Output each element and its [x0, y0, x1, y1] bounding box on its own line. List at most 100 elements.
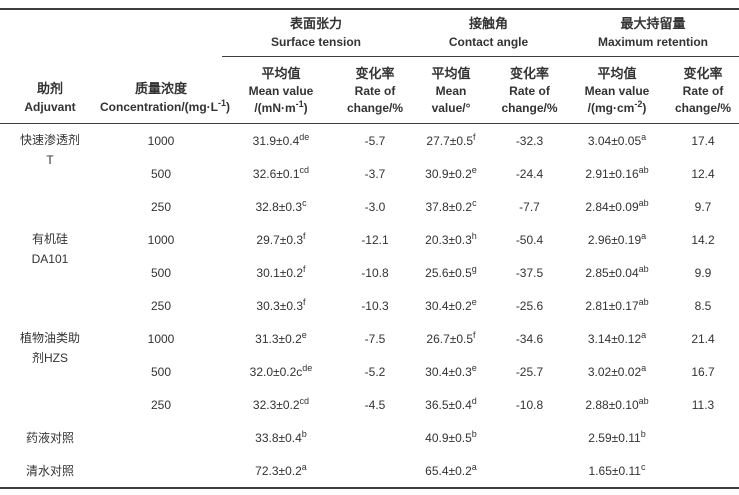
- surface-tension-mean-cell: 32.8±0.3c: [255, 197, 307, 214]
- contact-angle-mean-cell: 36.5±0.4d: [425, 395, 477, 412]
- contact-angle-rate-cell: [492, 454, 567, 488]
- surface-tension-rate-cell: -3.7: [364, 166, 386, 181]
- control-label-cell: 药液对照: [25, 431, 74, 445]
- significance-letter: d: [471, 395, 477, 406]
- table-body: 快速渗透剂 T 1000 31.9±0.4de -5.7 27.7±0.5f -32.3 3.…: [0, 124, 739, 489]
- table-row: 500 32.6±0.1cd -3.7 30.9±0.2e -24.4 2.91±0.16…: [0, 157, 739, 190]
- contact-angle-mean-cell: 27.7±0.5f: [426, 131, 476, 148]
- header-adjuvant-zh: 助剂: [36, 81, 63, 96]
- significance-letter: b: [301, 428, 307, 439]
- significance-letter: a: [641, 362, 647, 373]
- surface-tension-rate-cell: [340, 454, 410, 488]
- surface-tension-rate-cell: -5.2: [364, 364, 386, 379]
- max-retention-mean-cell: 2.96±0.19a: [587, 230, 647, 247]
- max-retention-rate-cell: [667, 454, 739, 488]
- concentration-cell: 1000: [147, 133, 175, 148]
- table-row-control: 清水对照 72.3±0.2a 65.4±0.2a 1.65±0.11c: [0, 454, 739, 488]
- surface-tension-mean-cell: 31.9±0.4de: [252, 131, 310, 148]
- header-group-contact-angle: 接触角 Contact angle: [410, 9, 567, 57]
- significance-letter: e: [471, 296, 477, 307]
- significance-letter: ab: [638, 395, 649, 406]
- surface-tension-rate-cell: -12.1: [361, 232, 389, 247]
- max-retention-rate-cell: 11.3: [691, 397, 715, 412]
- max-retention-mean-cell: 2.81±0.17ab: [585, 296, 649, 313]
- header-concentration: 质量浓度 Concentration/(mg·L-1): [100, 9, 231, 124]
- significance-letter: cd: [299, 395, 310, 406]
- significance-letter: ab: [638, 263, 649, 274]
- significance-letter: b: [640, 428, 646, 439]
- concentration-cell: 1000: [147, 232, 175, 247]
- contact-angle-rate-cell: -34.6: [515, 331, 544, 346]
- significance-letter: cd: [299, 164, 310, 175]
- header-sub-mr-mean: 平均值 Mean value /(mg·cm-2): [567, 56, 667, 124]
- control-label-cell: 清水对照: [25, 464, 74, 478]
- contact-angle-mean-cell: 30.4±0.3e: [425, 362, 477, 379]
- adjuvant-properties-table: 助剂 Adjuvant 质量浓度 Concentration/(mg·L-1) …: [0, 8, 739, 489]
- significance-letter: ab: [638, 164, 649, 175]
- table-row: 快速渗透剂 T 1000 31.9±0.4de -5.7 27.7±0.5f -32.3 3.…: [0, 124, 739, 167]
- surface-tension-mean-cell: 32.0±0.2cde: [249, 362, 313, 379]
- concentration-cell: [100, 421, 222, 454]
- significance-letter: ab: [638, 296, 649, 307]
- contact-angle-mean-cell: 40.9±0.5b: [425, 428, 477, 445]
- header-sub-row: 平均值 Mean value /(mN·m-1) 变化率 Rate of cha…: [0, 56, 739, 124]
- surface-tension-rate-cell: -10.8: [361, 265, 389, 280]
- surface-tension-rate-cell: -7.5: [364, 331, 386, 346]
- significance-letter: ab: [638, 197, 649, 208]
- surface-tension-mean-cell: 72.3±0.2a: [255, 461, 307, 478]
- significance-letter: h: [471, 230, 477, 241]
- significance-letter: a: [641, 329, 647, 340]
- adjuvant-name-cell: 快速渗透剂 T: [19, 133, 80, 167]
- table-row: 500 30.1±0.2f -10.8 25.6±0.5g -37.5 2.85±0.04…: [0, 256, 739, 289]
- table-row-control: 药液对照 33.8±0.4b 40.9±0.5b 2.59±0.11b: [0, 421, 739, 454]
- max-retention-rate-cell: 17.4: [691, 133, 715, 148]
- max-retention-rate-cell: [667, 421, 739, 454]
- max-retention-mean-cell: 2.59±0.11b: [588, 428, 646, 445]
- concentration-cell: 250: [150, 199, 172, 214]
- concentration-cell: 500: [150, 166, 172, 181]
- max-retention-mean-cell: 2.85±0.04ab: [585, 263, 649, 280]
- contact-angle-rate-cell: -10.8: [515, 397, 544, 412]
- contact-angle-rate-cell: -7.7: [519, 199, 540, 214]
- significance-letter: f: [473, 329, 476, 340]
- header-group-surface-tension: 表面张力 Surface tension: [222, 9, 410, 57]
- significance-letter: f: [473, 131, 476, 142]
- surface-tension-mean-cell: 32.3±0.2cd: [252, 395, 310, 412]
- table-row: 500 32.0±0.2cde -5.2 30.4±0.3e -25.7 3.02±0.0…: [0, 355, 739, 388]
- significance-letter: e: [471, 164, 477, 175]
- concentration-cell: 500: [150, 364, 172, 379]
- surface-tension-mean-cell: 32.6±0.1cd: [252, 164, 310, 181]
- surface-tension-rate-cell: -4.5: [364, 397, 386, 412]
- header-sub-ca-mean: 平均值 Mean value/°: [410, 56, 492, 124]
- concentration-cell: 500: [150, 265, 172, 280]
- contact-angle-mean-cell: 30.4±0.2e: [425, 296, 477, 313]
- max-retention-mean-cell: 2.91±0.16ab: [585, 164, 649, 181]
- significance-letter: c: [302, 197, 307, 208]
- max-retention-mean-cell: 2.84±0.09ab: [585, 197, 649, 214]
- header-group-maximum-retention: 最大持留量 Maximum retention: [567, 9, 739, 57]
- surface-tension-rate-cell: [340, 421, 410, 454]
- contact-angle-rate-cell: -50.4: [515, 232, 544, 247]
- significance-letter: e: [301, 329, 307, 340]
- contact-angle-mean-cell: 26.7±0.5f: [426, 329, 476, 346]
- header-concentration-en: Concentration/(mg·L-1): [100, 98, 231, 115]
- contact-angle-mean-cell: 20.3±0.3h: [425, 230, 477, 247]
- max-retention-mean-cell: 3.04±0.05a: [587, 131, 647, 148]
- significance-letter: de: [299, 131, 310, 142]
- concentration-cell: 1000: [147, 331, 175, 346]
- table-row: 250 32.3±0.2cd -4.5 36.5±0.4d -10.8 2.88±0.10…: [0, 388, 739, 421]
- contact-angle-mean-cell: 65.4±0.2a: [425, 461, 477, 478]
- contact-angle-rate-cell: -25.6: [515, 298, 544, 313]
- surface-tension-mean-cell: 30.1±0.2f: [256, 263, 306, 280]
- significance-letter: f: [303, 296, 306, 307]
- contact-angle-mean-cell: 37.8±0.2c: [425, 197, 477, 214]
- table-row: 有机硅 DA101 1000 29.7±0.3f -12.1 20.3±0.3h -50.4…: [0, 223, 739, 266]
- max-retention-rate-cell: 9.7: [694, 199, 712, 214]
- surface-tension-rate-cell: -10.3: [361, 298, 389, 313]
- significance-letter: g: [471, 263, 477, 274]
- table-row: 植物油类助 剂HZS 1000 31.3±0.2e -7.5 26.7±0.5f -34.6…: [0, 322, 739, 365]
- header-sub-st-rate: 变化率 Rate of change/%: [340, 56, 410, 124]
- contact-angle-mean-cell: 25.6±0.5g: [425, 263, 477, 280]
- adjuvant-name-cell: 有机硅 DA101: [31, 232, 69, 266]
- contact-angle-rate-cell: -25.7: [515, 364, 544, 379]
